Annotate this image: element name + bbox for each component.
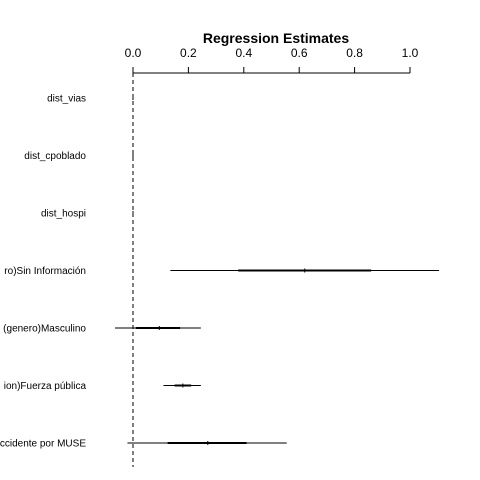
term-label: (genero)Masculino	[3, 324, 86, 335]
term-label: dist_hospi	[41, 209, 86, 220]
x-tick-label: 0.0	[125, 46, 142, 60]
term-label: ccidente por MUSE	[0, 439, 86, 450]
x-tick-label: 1.0	[402, 46, 419, 60]
chart-title: Regression Estimates	[203, 30, 349, 46]
term-label: ro)Sin Información	[4, 266, 86, 277]
term-label: dist_vias	[47, 94, 86, 105]
term-label: ion)Fuerza pública	[4, 381, 87, 392]
x-tick-label: 0.8	[346, 46, 363, 60]
x-axis-ticks: 0.0 0.2 0.4 0.6 0.8 1.0	[125, 46, 419, 73]
x-tick-label: 0.2	[180, 46, 197, 60]
term-label: dist_cpoblado	[24, 151, 86, 162]
x-tick-label: 0.4	[235, 46, 252, 60]
coefficient-terms: dist_vias dist_cpoblado dist_hospi ro)Sin I…	[0, 94, 440, 450]
x-tick-label: 0.6	[291, 46, 308, 60]
